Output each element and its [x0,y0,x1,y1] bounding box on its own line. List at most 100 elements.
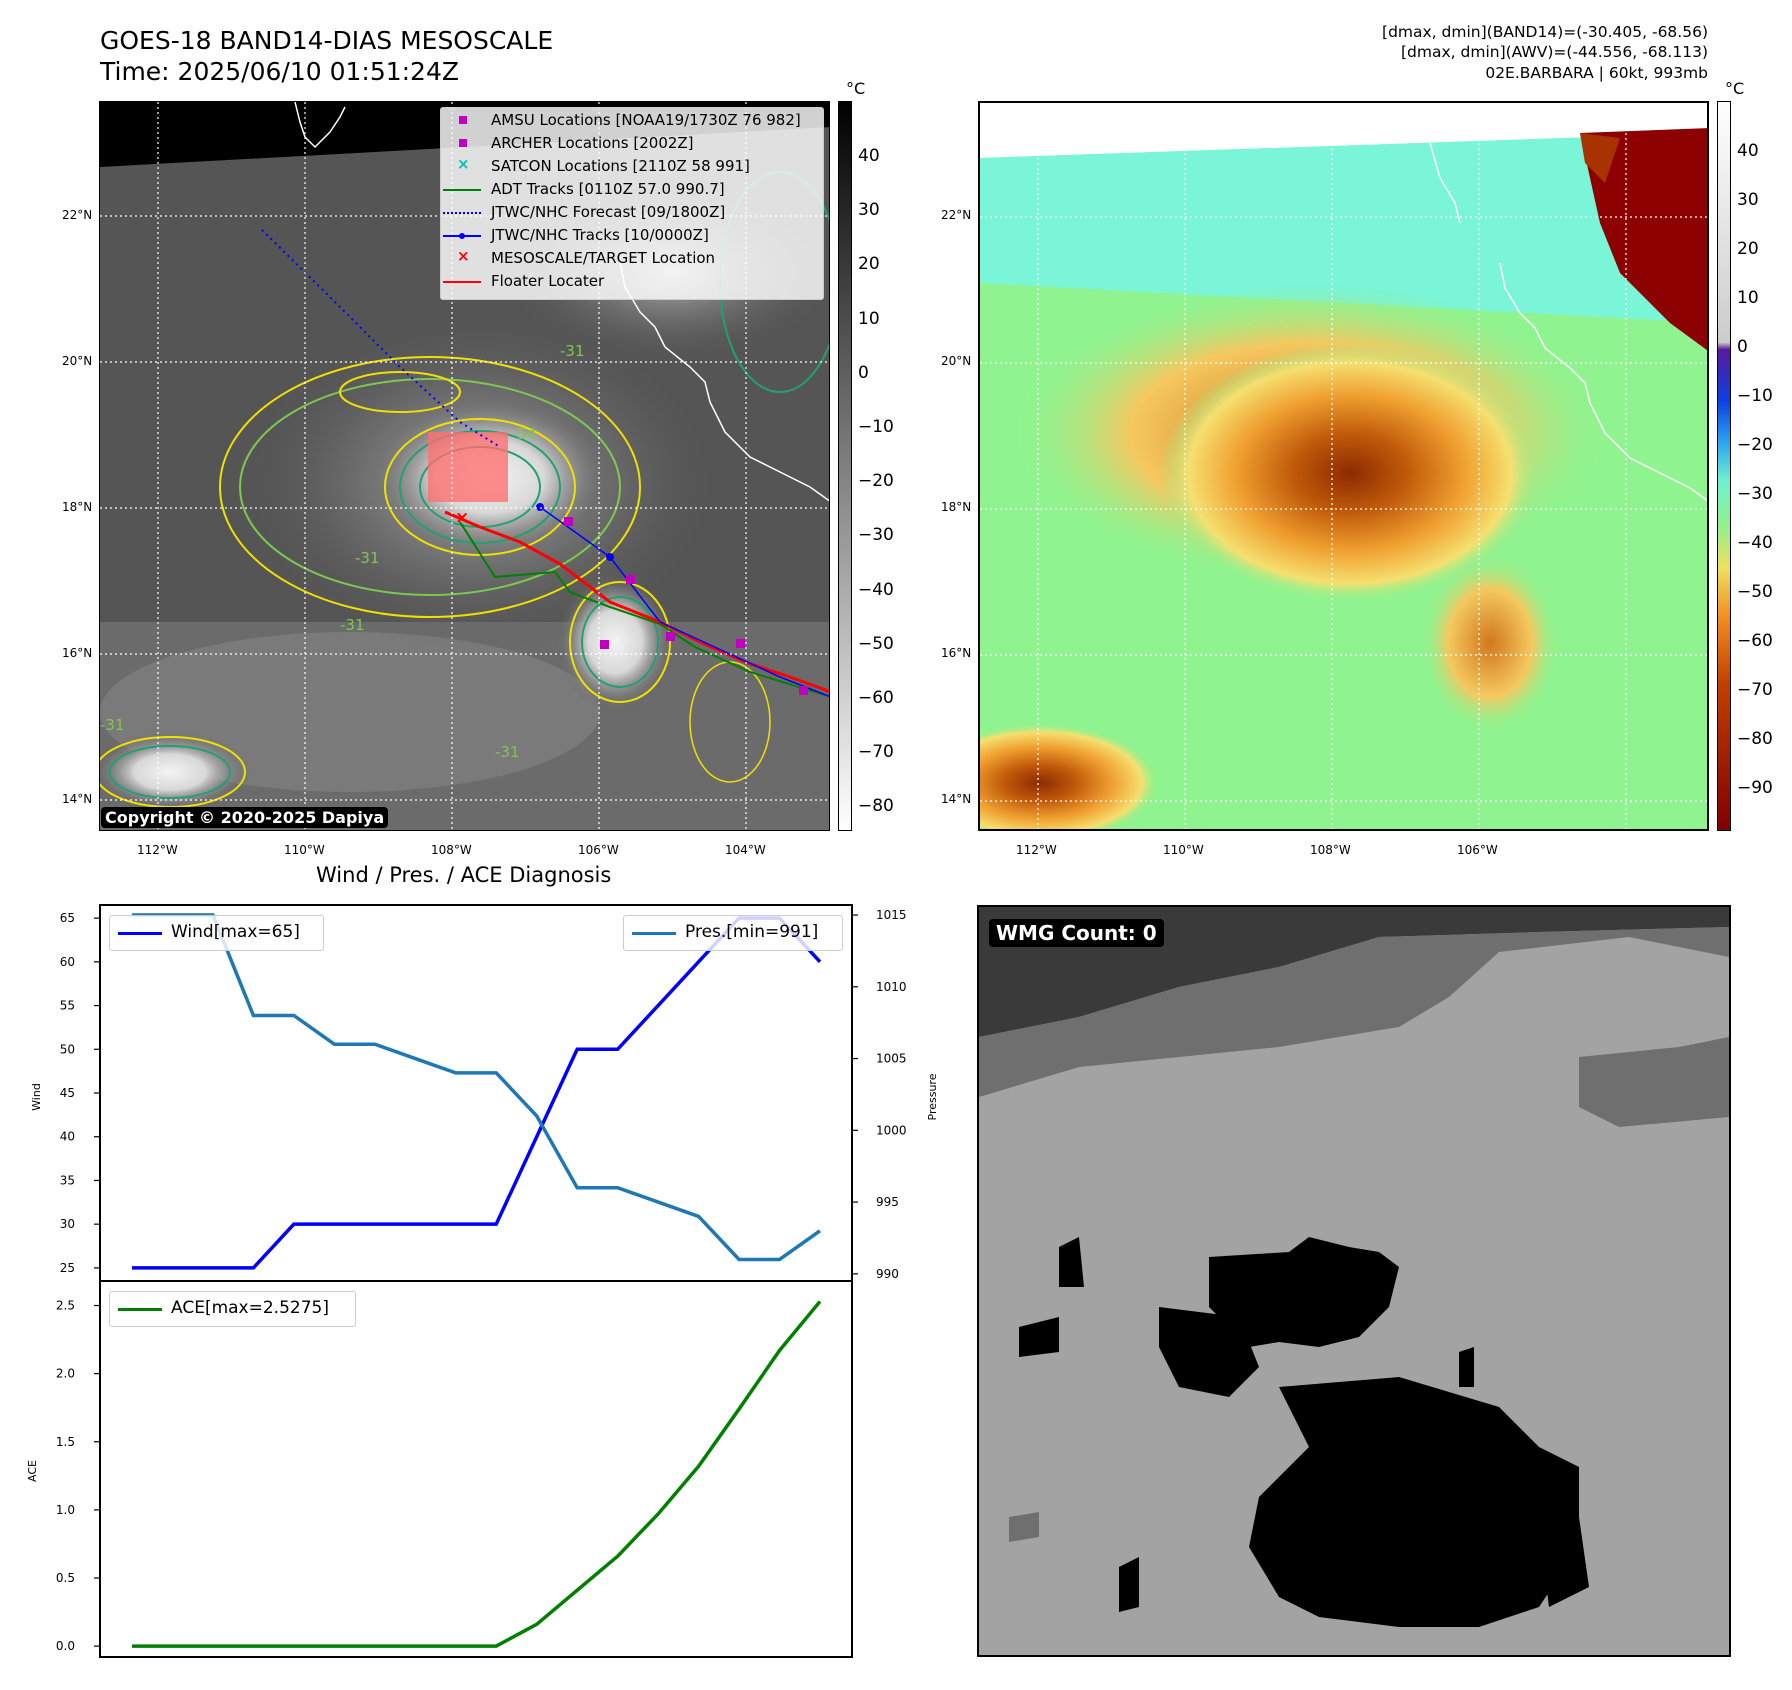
colorbar-tick: 0 [858,362,869,383]
colorbar-tick: 0 [1737,337,1748,357]
ace-legend: ACE[max=2.5275] [109,1291,356,1327]
legend-entry-adt: ADT Tracks [0110Z 57.0 990.7] [441,179,823,201]
wmg-panel: WMG Count: 0 [977,905,1731,1657]
contour-label: -31 [495,743,520,761]
lon-tick: 112°W [137,843,178,857]
colorbar-tick: −10 [858,417,894,437]
awv-map-image [980,103,1707,829]
contour-label: -31 [355,549,380,567]
pressure-tick-label: 1010 [876,980,907,994]
map-legend: AMSU Locations [NOAA19/1730Z 76 982] ARC… [440,107,824,300]
lon-tick: 106°W [1457,843,1498,857]
legend-entry-forecast: JTWC/NHC Forecast [09/1800Z] [441,202,823,224]
colorbar-tick: 40 [1737,141,1759,161]
legend-entry-satcon: × SATCON Locations [2110Z 58 991] [457,155,750,175]
colorbar-tick: −80 [858,796,894,817]
x-marker-icon: × [457,247,470,265]
gray-colorbar [838,101,852,831]
contour-label: -31 [560,342,585,360]
copyright-badge: Copyright © 2020-2025 Dapiya [101,807,389,828]
ace-tick-label: 1.5 [56,1435,75,1449]
legend-entry-mesoscale: × MESOSCALE/TARGET Location [457,247,716,267]
colorbar-tick: −50 [1737,582,1773,602]
wind-tick-label: 25 [60,1261,75,1275]
pressure-tick-label: 990 [876,1267,899,1281]
colorbar-tick: −70 [1737,680,1773,700]
figure-title-line1: GOES-18 BAND14-DIAS MESOSCALE [100,26,554,55]
colorbar-tick: 10 [858,308,880,329]
colorbar-tick: −70 [858,742,894,763]
ace-series-line [132,1300,822,1648]
diagnosis-chart: 25 30 35 40 45 50 55 60 65 990 995 1000 1005 1010 1015… [26,904,939,1658]
lon-tick: 110°W [284,843,325,857]
diagnosis-title: Wind / Pres. / ACE Diagnosis [316,863,612,887]
ace-tick-label: 0.5 [56,1571,75,1585]
lat-tick: 18°N [941,500,972,514]
contour-label: -31 [340,616,365,634]
lon-tick: 106°W [578,843,619,857]
wind-tick-label: 50 [60,1042,75,1056]
wind-series-line [132,916,822,1270]
colorbar-unit: °C [846,79,866,98]
pressure-tick-label: 1015 [876,908,907,922]
colorbar-tick: −80 [1737,729,1773,749]
lat-tick: 20°N [941,354,972,368]
colorbar-tick: −20 [1737,435,1773,455]
line-marker-icon [443,189,481,191]
colorbar-tick: 20 [858,254,880,275]
legend-entry-archer: ARCHER Locations [2002Z] [441,133,823,155]
colorbar-tick: −50 [858,633,894,654]
stats-line1: [dmax, dmin](BAND14)=(-30.405, -68.56) [1382,23,1708,41]
lon-tick: 110°W [1163,843,1204,857]
colorbar-tick: −30 [858,525,894,546]
colorbar-tick: 40 [858,146,880,166]
figure-title-line2: Time: 2025/06/10 01:51:24Z [100,57,459,86]
colorbar-tick: −60 [1737,631,1773,651]
pressure-axis-label: Pressure [926,1073,939,1120]
wind-tick-label: 65 [60,911,75,925]
colorbar-tick: 30 [858,200,880,221]
colorbar-tick: −10 [1737,386,1773,406]
colorbar-tick: 20 [1737,239,1759,259]
lat-tick: 20°N [62,354,93,368]
color-colorbar [1717,101,1731,831]
band14-map: -31 -54 -31 -31 -31 -31 × [99,101,830,831]
line-marker-icon [632,932,676,935]
pressure-tick-label: 1005 [876,1052,907,1066]
lat-tick: 16°N [62,646,93,660]
colorbar-tick: −40 [858,579,894,600]
pressure-series-line [132,913,822,1262]
ace-tick-label: 2.0 [56,1367,75,1381]
pressure-tick-label: 995 [876,1195,899,1209]
wmg-image [979,907,1729,1627]
legend-entry-tracks: JTWC/NHC Tracks [10/0000Z] [441,225,823,247]
pressure-legend: Pres.[min=991] [623,915,843,951]
dotted-line-icon [443,212,481,214]
ace-axis-label: ACE [26,1460,39,1482]
ace-tick-label: 1.0 [56,1503,75,1517]
awv-map [978,101,1709,831]
wind-axis-label: Wind [30,1083,43,1111]
colorbar-tick: 10 [1737,288,1759,308]
wind-tick-label: 30 [60,1217,75,1231]
wind-tick-label: 40 [60,1130,75,1144]
x-marker-icon: × [457,155,470,173]
lat-tick: 18°N [62,500,93,514]
lat-tick: 16°N [941,646,972,660]
square-marker-icon [459,116,467,124]
wmg-count-badge: WMG Count: 0 [989,919,1164,947]
colorbar-tick: −20 [858,471,894,492]
colorbar-tick: −40 [1737,533,1773,553]
svg-text:×: × [455,508,469,528]
lat-tick: 22°N [941,208,972,222]
colorbar-tick: 30 [1737,190,1759,210]
line-marker-icon [118,1308,162,1311]
lon-tick: 108°W [1310,843,1351,857]
lon-tick: 108°W [431,843,472,857]
wind-legend: Wind[max=65] [109,915,324,951]
wind-tick-label: 45 [60,1086,75,1100]
colorbar-tick: −60 [858,688,894,708]
legend-entry-floater: Floater Locater [441,271,823,293]
square-marker-icon [459,139,467,147]
lon-tick: 112°W [1016,843,1057,857]
